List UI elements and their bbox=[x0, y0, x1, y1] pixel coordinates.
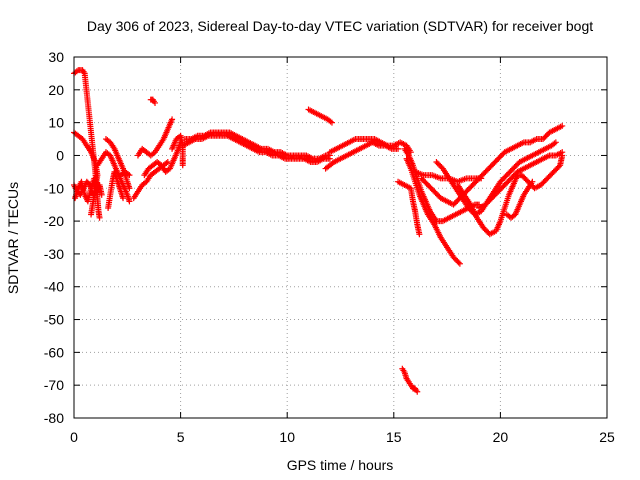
y-tick-label: 20 bbox=[48, 82, 64, 98]
data-point bbox=[120, 195, 127, 202]
data-point bbox=[455, 259, 462, 266]
data-point bbox=[559, 149, 566, 156]
data-point bbox=[559, 122, 566, 129]
y-tick-label: -80 bbox=[44, 410, 64, 426]
data-point bbox=[328, 119, 335, 126]
data-point bbox=[179, 162, 186, 169]
x-axis-label: GPS time / hours bbox=[287, 457, 394, 473]
x-tick-label: 25 bbox=[599, 429, 615, 445]
x-tick-label: 0 bbox=[70, 429, 78, 445]
data-point bbox=[456, 260, 463, 267]
y-axis-label: SDTVAR / TECUs bbox=[5, 182, 21, 294]
data-point bbox=[96, 214, 103, 221]
data-point bbox=[88, 211, 95, 218]
y-tick-label: -30 bbox=[44, 246, 64, 262]
data-point bbox=[94, 188, 101, 195]
data-point bbox=[126, 198, 133, 205]
y-tick-label: -10 bbox=[44, 180, 64, 196]
y-tick-label: -70 bbox=[44, 377, 64, 393]
data-point bbox=[326, 155, 333, 162]
y-tick-label: -50 bbox=[44, 312, 64, 328]
x-tick-label: 20 bbox=[493, 429, 509, 445]
data-point bbox=[529, 178, 536, 185]
data-point bbox=[169, 116, 176, 123]
data-point bbox=[416, 231, 423, 238]
data-point bbox=[126, 185, 133, 192]
y-tick-label: -20 bbox=[44, 213, 64, 229]
data-point bbox=[414, 388, 421, 395]
data-point bbox=[126, 172, 133, 179]
data-point bbox=[395, 145, 402, 152]
chart-title: Day 306 of 2023, Sidereal Day-to-day VTE… bbox=[87, 18, 593, 34]
plot-frame bbox=[73, 56, 608, 419]
y-tick-label: 0 bbox=[56, 147, 64, 163]
data-point bbox=[98, 191, 105, 198]
grid-lines bbox=[74, 57, 607, 418]
y-tick-label: -60 bbox=[44, 344, 64, 360]
y-tick-label: 30 bbox=[48, 49, 64, 65]
axis-ticks: 0 5 10 15 20 25 -80 -70 -60 -50 -40 -30 -20 -10 0 10 20 3… bbox=[44, 49, 615, 445]
x-tick-label: 5 bbox=[177, 429, 185, 445]
data-point bbox=[152, 99, 159, 106]
data-points bbox=[71, 67, 566, 395]
x-tick-label: 15 bbox=[386, 429, 402, 445]
y-tick-label: -40 bbox=[44, 279, 64, 295]
data-point bbox=[552, 139, 559, 146]
y-tick-label: 10 bbox=[48, 115, 64, 131]
x-tick-label: 10 bbox=[279, 429, 295, 445]
